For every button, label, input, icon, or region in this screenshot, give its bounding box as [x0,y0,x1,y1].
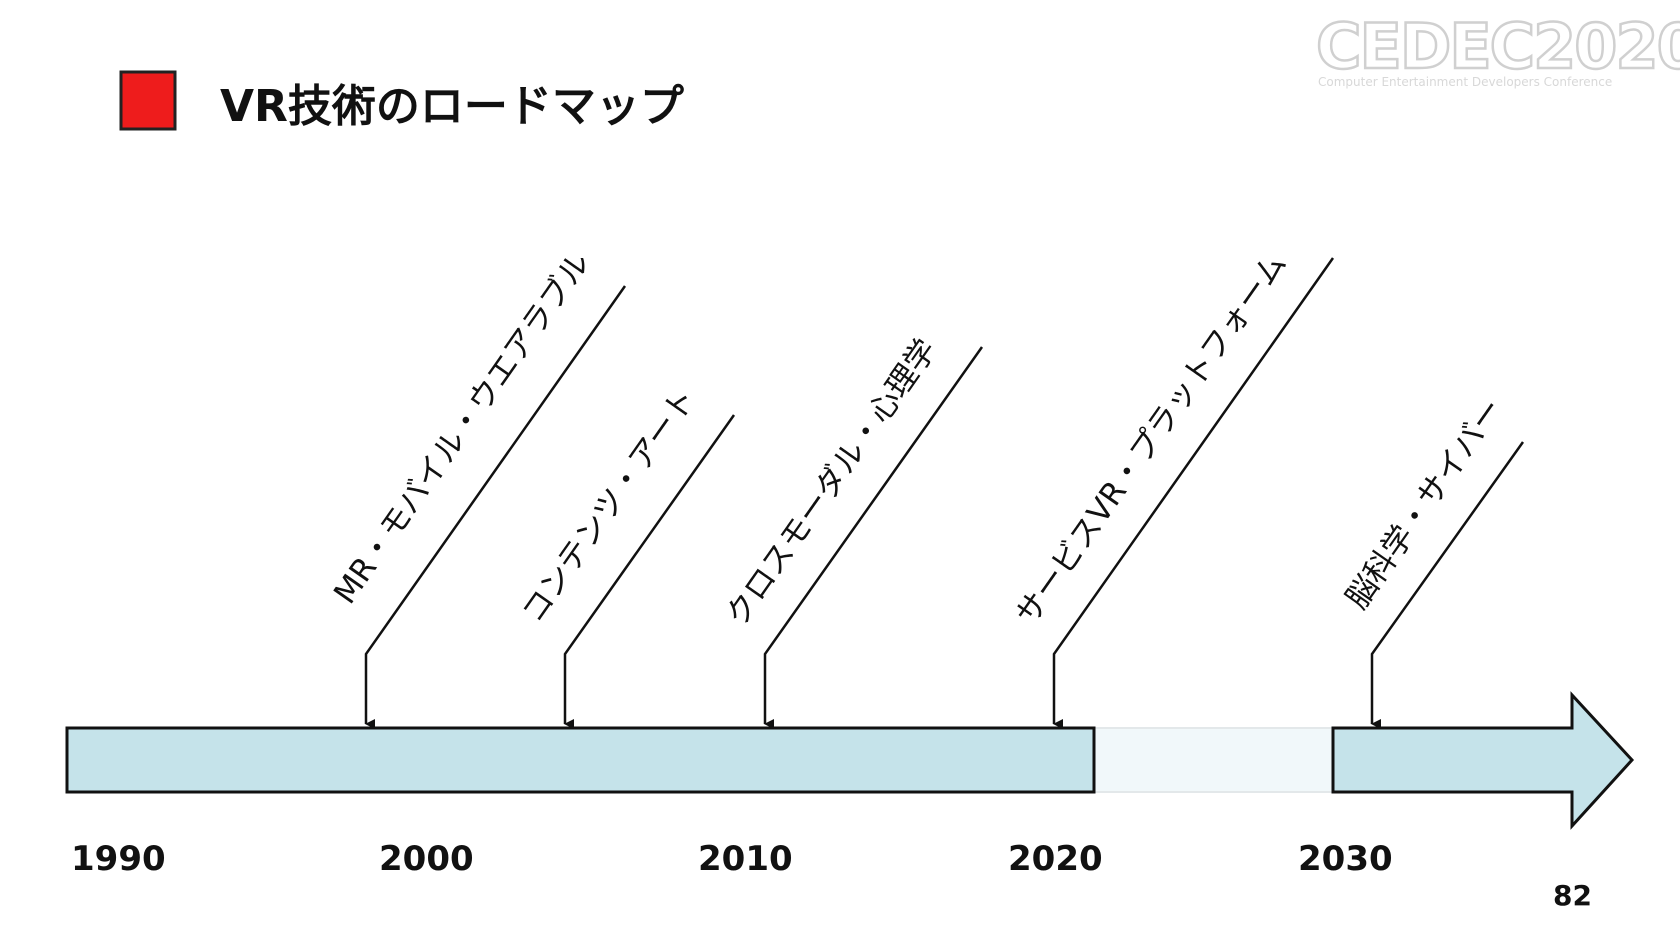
event-pointer [364,285,627,729]
event-pointer [763,346,984,729]
event-label: クロスモーダル・心理学 [719,333,944,633]
event-pointer [1052,257,1335,729]
logo-subtitle: Computer Entertainment Developers Confer… [1318,75,1612,89]
timeline-bar [65,726,1096,794]
year-label: 2010 [698,839,793,879]
timeline-arrow [1331,691,1635,830]
year-label: 1990 [71,839,166,879]
title: VR技術のロードマップ [220,81,684,132]
year-label: 2000 [379,839,474,879]
event-label: サービスVR・プラットフォーム [1009,247,1294,632]
event-pointer [1370,441,1525,729]
page-number: 82 [1553,879,1592,912]
event-label: 脳科学・サイバー [1339,392,1510,615]
event-pointer [563,414,736,729]
timeline-gap [1093,727,1334,793]
logo: CEDEC2020 [1316,10,1680,83]
title-icon [119,70,177,131]
year-label: 2020 [1008,839,1103,879]
year-label: 2030 [1298,839,1393,879]
